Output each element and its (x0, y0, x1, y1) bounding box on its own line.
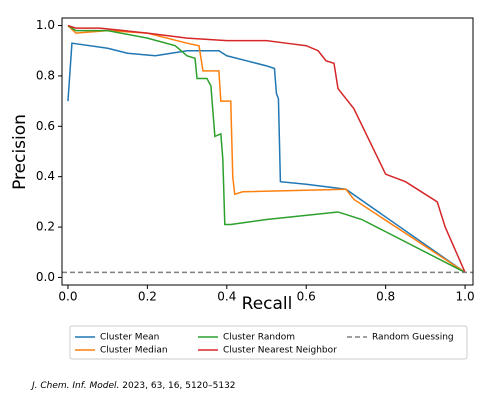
y-tick-label: 1.0 (36, 18, 55, 32)
journal: J. Chem. Inf. Model. (30, 381, 119, 391)
x-tick-label: 0.2 (138, 290, 157, 304)
series-line (67, 24, 466, 273)
x-tick-label: 0.0 (58, 290, 77, 304)
legend-label: Cluster Nearest Neighbor (223, 346, 337, 356)
series-line (67, 42, 466, 274)
series-line (67, 25, 466, 274)
y-tick-label: 0.6 (36, 119, 55, 133)
legend-label: Cluster Median (100, 346, 168, 356)
source-caption: J. Chem. Inf. Model. 2023, 63, 16, 5120–… (30, 381, 236, 391)
y-tick-label: 0.0 (36, 270, 55, 284)
x-tick-label: 0.4 (217, 290, 236, 304)
x-axis-label: Recall (242, 294, 293, 314)
citation: 2023, 63, 16, 5120–5132 (122, 381, 235, 391)
x-tick-label: 1.0 (456, 290, 475, 304)
y-tick-label: 0.4 (36, 169, 55, 183)
legend-label: Random Guessing (372, 333, 454, 343)
legend-label: Cluster Random (223, 333, 295, 343)
y-tick-label: 0.8 (36, 68, 55, 82)
series-line (67, 24, 466, 274)
x-tick-label: 0.6 (297, 290, 316, 304)
x-tick-label: 0.8 (376, 290, 395, 304)
y-tick-label: 0.2 (36, 220, 55, 234)
legend-box (69, 325, 468, 360)
legend-label: Cluster Mean (100, 333, 159, 343)
plot-frame (61, 17, 474, 286)
y-axis-label: Precision (10, 114, 30, 190)
